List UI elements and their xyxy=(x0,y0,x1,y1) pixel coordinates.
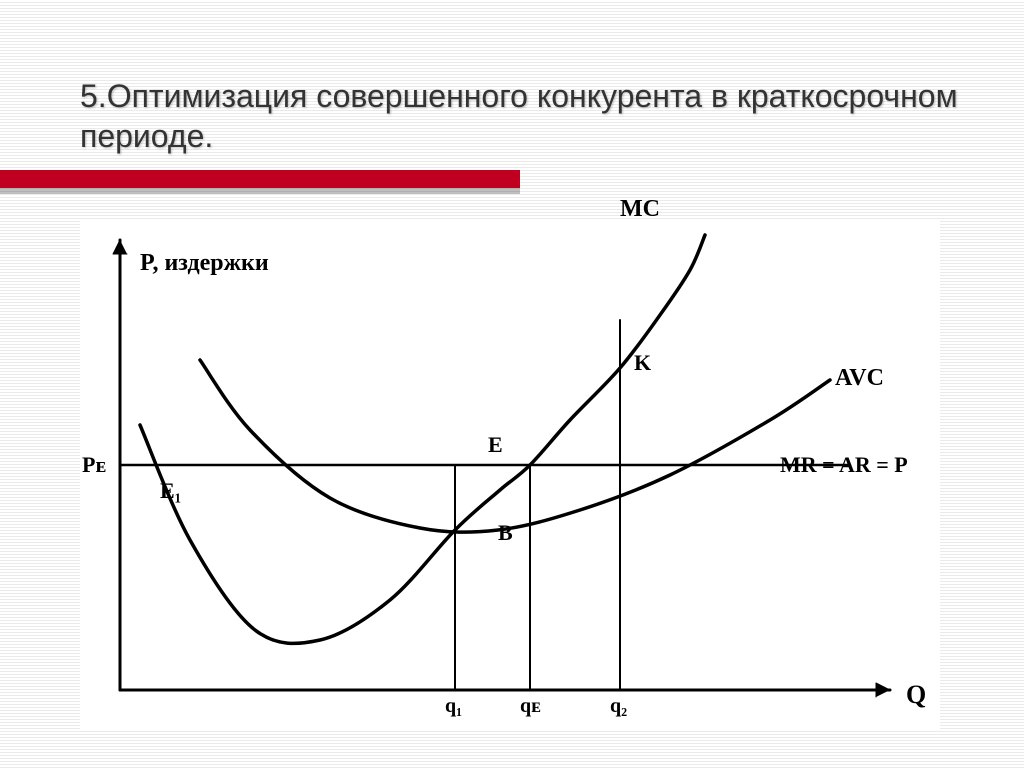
slide-title: 5.Оптимизация совершенного конкурента в … xyxy=(80,76,964,156)
chart-container: P, издержки Q MC AVC MR = AR = P Pᴇ E₁ E… xyxy=(80,220,940,730)
qe-label: qᴇ xyxy=(520,695,541,718)
pe-label: Pᴇ xyxy=(82,452,106,478)
accent-bar xyxy=(0,170,520,188)
x-axis-label: Q xyxy=(906,680,926,710)
mr-label: MR = AR = P xyxy=(780,452,908,478)
avc-label: AVC xyxy=(835,365,884,392)
accent-bar-shadow xyxy=(0,188,520,194)
e1-label: E₁ xyxy=(160,478,181,504)
y-axis-label: P, издержки xyxy=(140,250,269,277)
b-label: B xyxy=(498,520,513,546)
q2-label: q₂ xyxy=(610,695,627,718)
k-label: K xyxy=(634,350,651,376)
mc-label: MC xyxy=(620,196,660,223)
e-label: E xyxy=(488,432,503,458)
q1-label: q₁ xyxy=(445,695,462,718)
